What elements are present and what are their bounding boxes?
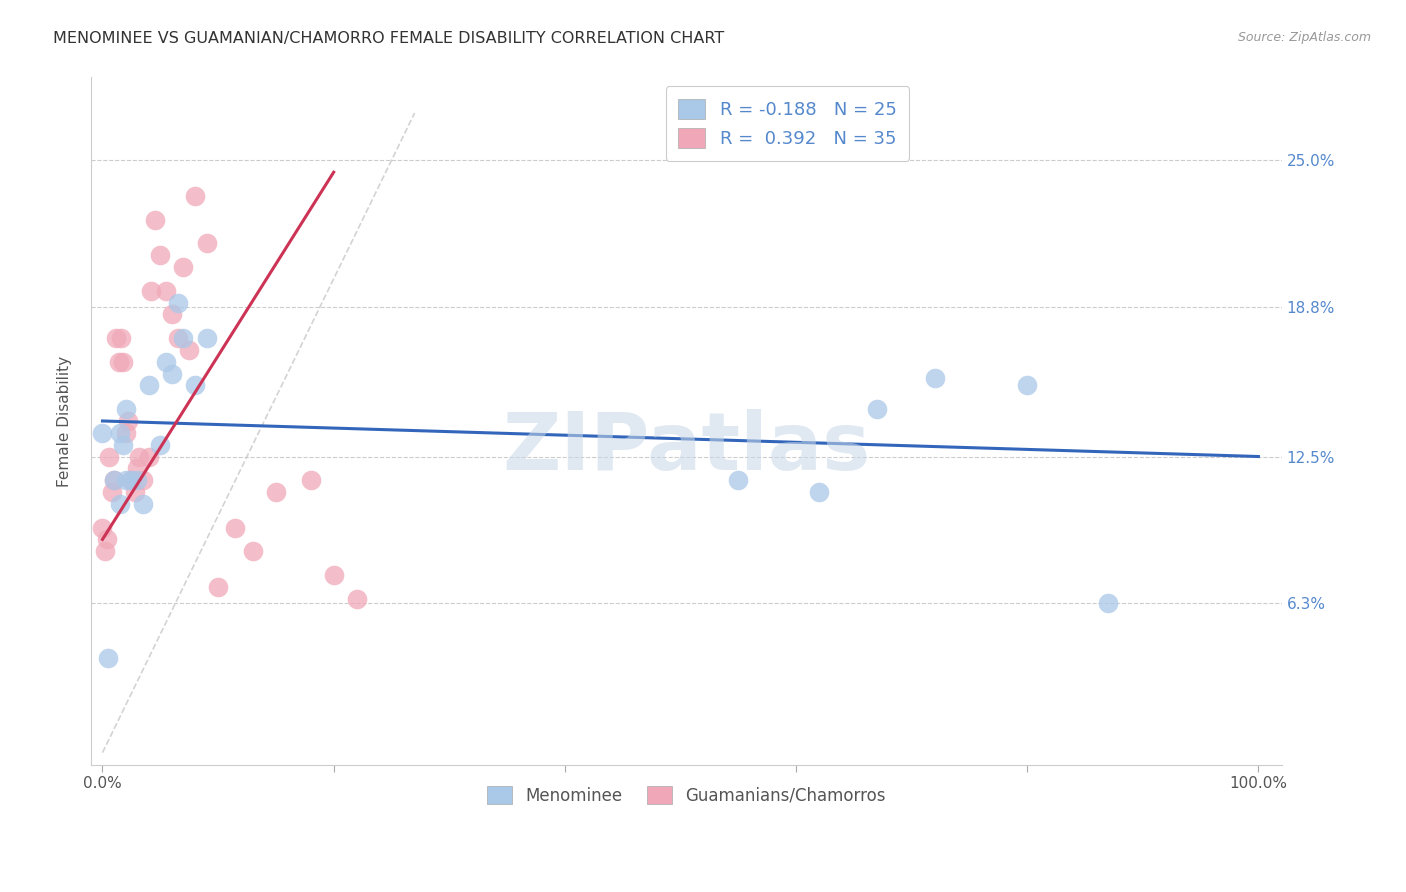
Point (207, 580, 229, 594)
Point (108, 425, 131, 440)
Point (114, 473, 136, 487)
Point (138, 450, 160, 464)
Point (172, 260, 194, 274)
Point (160, 367, 183, 381)
Point (179, 343, 201, 357)
Point (264, 485, 287, 500)
Point (184, 189, 207, 203)
Text: MENOMINEE VS GUAMANIAN/CHAMORRO FEMALE DISABILITY CORRELATION CHART: MENOMINEE VS GUAMANIAN/CHAMORRO FEMALE D… (53, 31, 724, 46)
Point (139, 284, 162, 298)
Point (117, 414, 139, 428)
Point (108, 497, 131, 511)
Point (143, 212, 166, 227)
Point (155, 284, 177, 298)
Point (299, 473, 322, 487)
Point (105, 331, 128, 345)
Point (242, 544, 264, 558)
Point (120, 473, 142, 487)
Point (149, 248, 172, 262)
Point (727, 473, 749, 487)
Point (114, 425, 136, 440)
Point (128, 450, 150, 464)
Point (97, 651, 120, 665)
Point (1097, 596, 1119, 610)
Point (110, 331, 132, 345)
Point (91, 520, 114, 534)
Point (120, 473, 142, 487)
Point (124, 485, 146, 500)
Text: Source: ZipAtlas.com: Source: ZipAtlas.com (1237, 31, 1371, 45)
Point (195, 236, 218, 251)
Point (138, 378, 160, 392)
Point (132, 497, 155, 511)
Point (866, 402, 889, 417)
Point (91, 425, 114, 440)
Point (808, 485, 831, 500)
Point (166, 331, 188, 345)
Point (103, 473, 125, 487)
Point (322, 568, 344, 582)
Point (112, 355, 135, 369)
Point (346, 591, 368, 606)
Legend: Menominee, Guamanians/Chamorros: Menominee, Guamanians/Chamorros (477, 776, 896, 814)
Point (100, 485, 122, 500)
Point (112, 438, 135, 452)
Point (149, 438, 172, 452)
Point (172, 331, 194, 345)
Point (132, 473, 155, 487)
Point (1017, 378, 1039, 392)
Point (127, 473, 149, 487)
Point (195, 331, 218, 345)
Point (98, 450, 121, 464)
Point (166, 295, 188, 310)
Point (155, 355, 177, 369)
Point (160, 307, 183, 321)
Point (114, 402, 136, 417)
Y-axis label: Female Disability: Female Disability (58, 355, 72, 486)
Point (127, 461, 149, 475)
Point (107, 355, 129, 369)
Point (224, 520, 246, 534)
Point (96, 533, 118, 547)
Point (94, 544, 117, 558)
Point (184, 378, 207, 392)
Point (924, 371, 946, 385)
Text: ZIPatlas: ZIPatlas (502, 409, 870, 487)
Point (103, 473, 125, 487)
